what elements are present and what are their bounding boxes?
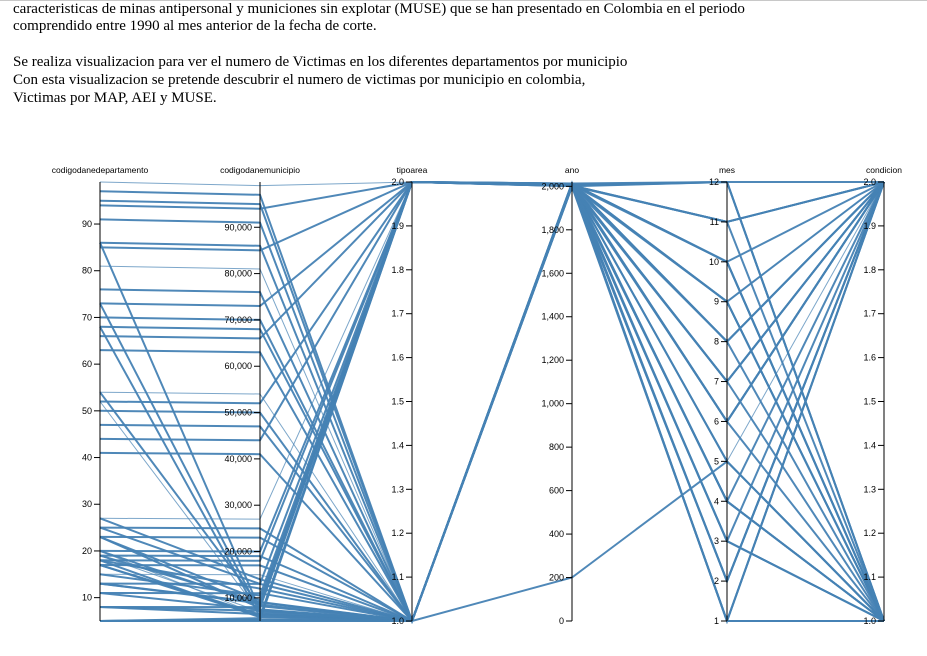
- tick-label: 1,400: [541, 312, 564, 322]
- tick-label: 6: [714, 416, 719, 426]
- tick-label: 1.1: [863, 572, 876, 582]
- axis-title: mes: [719, 165, 735, 175]
- description-line-4: Con esta visualizacion se pretende descu…: [13, 72, 586, 88]
- tick-label: 1.3: [391, 484, 404, 494]
- tick-label: 1.5: [391, 397, 404, 407]
- axis-ano[interactable]: 0 200 400 600 800 1,000 1,200 1,400 1,600 1,800 2,…: [541, 165, 579, 626]
- tick-label: 1,000: [541, 399, 564, 409]
- tick-label: 1.6: [391, 353, 404, 363]
- tick-label: 1.7: [391, 309, 404, 319]
- tick-label: 1.3: [863, 484, 876, 494]
- tick-label: 2.0: [863, 177, 876, 187]
- tick-label: 4: [714, 496, 719, 506]
- tick-label: 50,000: [224, 408, 252, 418]
- tick-label: 40: [82, 453, 92, 463]
- tick-label: 1.1: [391, 572, 404, 582]
- tick-label: 2,000: [541, 181, 564, 191]
- tick-label: 60,000: [224, 361, 252, 371]
- tick-label: 1.2: [863, 528, 876, 538]
- tick-label: 1,800: [541, 225, 564, 235]
- description-line-2: comprendido entre 1990 al mes anterior d…: [13, 18, 377, 34]
- tick-label: 90,000: [224, 222, 252, 232]
- tick-label: 10: [709, 257, 719, 267]
- tick-label: 8: [714, 337, 719, 347]
- tick-label: 60: [82, 359, 92, 369]
- tick-label: 80: [82, 266, 92, 276]
- tick-label: 0: [559, 616, 564, 626]
- data-line: [99, 180, 885, 340]
- description-line-5: Victimas por MAP, AEI y MUSE.: [13, 90, 217, 106]
- tick-label: 7: [714, 377, 719, 387]
- axis-title: codigodanedepartamento: [52, 165, 149, 175]
- axis-codigodanemunicipio[interactable]: 10,000 20,000 30,000 40,000 50,000 60,000 70,0…: [220, 165, 300, 621]
- tick-label: 2.0: [391, 177, 404, 187]
- description-line-3: Se realiza visualizacion para ver el num…: [13, 54, 628, 70]
- tick-label: 1.6: [863, 353, 876, 363]
- tick-label: 10,000: [224, 593, 252, 603]
- tick-label: 1.8: [863, 265, 876, 275]
- tick-label: 1.5: [863, 397, 876, 407]
- tick-label: 800: [549, 442, 564, 452]
- axis-codigodanedepartamento[interactable]: 10 20 30 40 50 60 70 80 90 codigodanedepartamento: [52, 165, 149, 621]
- tick-label: 1.8: [391, 265, 404, 275]
- tick-label: 600: [549, 486, 564, 496]
- axis-title: codigodanemunicipio: [220, 165, 300, 175]
- tick-label: 1.2: [391, 528, 404, 538]
- tick-label: 1,200: [541, 355, 564, 365]
- parallel-coordinates-chart[interactable]: 102030405060708090codigodanedepartamento…: [0, 150, 927, 640]
- tick-label: 1: [714, 616, 719, 626]
- axis-tipoarea[interactable]: 1.0 1.1 1.2 1.3 1.4 1.5 1.6 1.7 1.8 1.9 2.0 tipoare…: [391, 165, 427, 626]
- data-line: [99, 181, 885, 622]
- tick-label: 70,000: [224, 315, 252, 325]
- tick-label: 20: [82, 546, 92, 556]
- axes-layer: 102030405060708090codigodanedepartamento…: [52, 165, 902, 626]
- tick-label: 40,000: [224, 454, 252, 464]
- tick-label: 1.7: [863, 309, 876, 319]
- tick-label: 1.0: [391, 616, 404, 626]
- data-line: [99, 181, 885, 223]
- tick-label: 50: [82, 406, 92, 416]
- tick-label: 12: [709, 177, 719, 187]
- data-line: [99, 460, 885, 623]
- tick-label: 3: [714, 536, 719, 546]
- tick-label: 11: [710, 217, 719, 227]
- data-line: [99, 180, 885, 622]
- tick-label: 90: [82, 219, 92, 229]
- tick-label: 80,000: [224, 269, 252, 279]
- tick-label: 2: [714, 576, 719, 586]
- axis-condicion[interactable]: 1.0 1.1 1.2 1.3 1.4 1.5 1.6 1.7 1.8 1.9 2.0 condici…: [863, 165, 902, 626]
- tick-label: 1.9: [863, 221, 876, 231]
- tick-label: 1.4: [863, 440, 876, 450]
- tick-label: 1.0: [863, 616, 876, 626]
- data-line: [99, 180, 885, 622]
- axis-title: ano: [565, 165, 579, 175]
- axis-title: tipoarea: [397, 165, 428, 175]
- tick-label: 400: [549, 529, 564, 539]
- top-divider: [0, 0, 927, 1]
- tick-label: 1.4: [391, 440, 404, 450]
- tick-label: 9: [714, 297, 719, 307]
- tick-label: 200: [549, 573, 564, 583]
- tick-label: 70: [82, 312, 92, 322]
- tick-label: 30,000: [224, 500, 252, 510]
- tick-label: 30: [82, 499, 92, 509]
- description-line-1: caracteristicas de minas antipersonal y …: [13, 1, 745, 17]
- tick-label: 10: [82, 593, 92, 603]
- tick-label: 20,000: [224, 547, 252, 557]
- tick-label: 1,600: [541, 268, 564, 278]
- tick-label: 1.9: [391, 221, 404, 231]
- axis-title: condicion: [866, 165, 902, 175]
- data-lines-layer: [99, 180, 885, 624]
- tick-label: 5: [714, 456, 719, 466]
